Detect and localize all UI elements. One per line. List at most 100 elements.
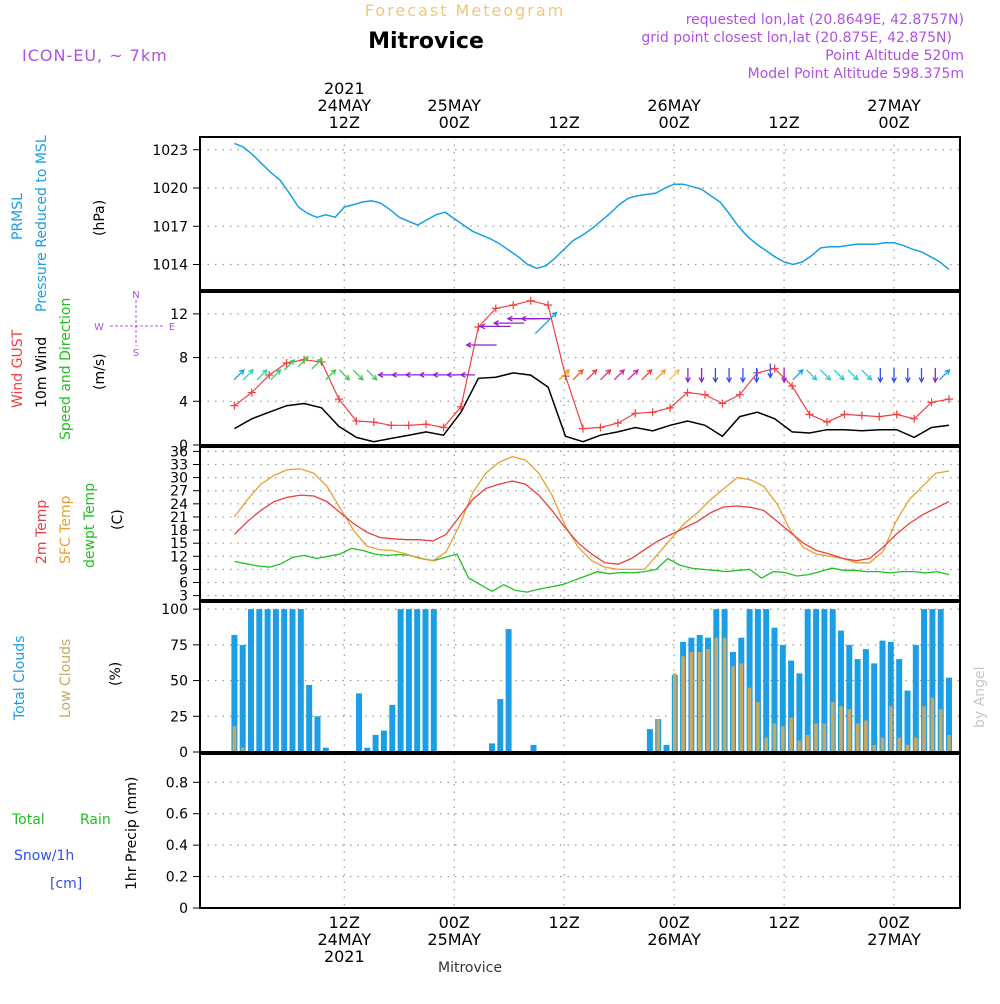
total-cloud-bar — [754, 609, 761, 752]
low-cloud-bar — [814, 723, 818, 752]
low-cloud-bar — [731, 666, 735, 752]
prmsl-line — [234, 142, 950, 271]
wind-direction-arrow — [445, 371, 462, 378]
y-tick-label: 1017 — [152, 219, 188, 235]
wind-direction-arrow — [297, 355, 309, 368]
total-cloud-bar — [779, 644, 786, 752]
wind-direction-arrow — [726, 367, 733, 384]
hpa-unit-label: (hPa) — [92, 200, 108, 236]
total-cloud-bar — [887, 642, 894, 752]
wind-direction-arrow — [283, 359, 296, 371]
panel-frame — [199, 446, 961, 601]
total-cloud-bar — [771, 627, 778, 752]
gust-marker — [892, 410, 901, 419]
low-cloud-bar — [897, 737, 901, 752]
gust-marker — [945, 395, 954, 404]
wind-direction-arrow — [270, 368, 282, 381]
total-rain-label-total: Total — [11, 812, 45, 828]
panel-precip: 0 0.2 0.4 0.6 0.8 — [166, 753, 961, 917]
total-cloud-bar — [788, 660, 795, 752]
total-cloud-bar — [929, 609, 936, 752]
gust-marker — [613, 419, 622, 428]
low-cloud-bar — [656, 719, 660, 752]
wind-direction-arrow — [418, 371, 434, 378]
y-tick-label: 75 — [170, 638, 188, 654]
total-cloud-bar — [231, 634, 238, 752]
gust-marker — [683, 388, 692, 397]
gust-marker — [788, 381, 797, 390]
wind-direction-arrow — [904, 367, 911, 384]
total-cloud-bar — [497, 699, 504, 752]
time-label-bottom: 00Z — [878, 913, 909, 932]
low-cloud-bar — [864, 720, 868, 752]
gust-marker — [282, 359, 291, 368]
precip-unit-label: 1hr Precip (mm) — [124, 777, 140, 890]
gust-marker — [526, 296, 535, 305]
gust-marker — [805, 410, 814, 419]
model-altitude: Model Point Altitude 598.375m — [748, 66, 964, 82]
total-cloud-bar — [946, 677, 952, 752]
low-cloud-bar — [781, 726, 785, 752]
snow-label: Snow/1h — [14, 848, 74, 864]
wind-direction-arrow — [600, 368, 612, 381]
gust-marker — [439, 423, 448, 432]
y-tick-label: 50 — [170, 674, 188, 690]
wind-direction-arrow — [465, 342, 497, 348]
y-tick-label: 24 — [170, 497, 188, 513]
y-tick-label: 0.2 — [166, 870, 188, 886]
y-tick-label: 12 — [170, 307, 188, 323]
gust-marker — [857, 411, 866, 420]
time-label-top: 00Z — [439, 113, 470, 132]
panel-frame — [199, 291, 961, 446]
y-tick-label: 1020 — [152, 181, 188, 197]
gust-marker — [265, 371, 274, 380]
gust-marker — [352, 416, 361, 425]
dewpt-temp-line — [234, 547, 950, 593]
wind-direction-arrow — [558, 368, 571, 381]
low-cloud-bar — [889, 706, 893, 752]
total-cloud-bar — [746, 609, 753, 752]
low-cloud-bar — [789, 717, 793, 752]
y-tick-label: 6 — [179, 576, 188, 592]
wind-direction-arrow — [242, 368, 255, 381]
wind-direction-arrow — [712, 367, 719, 384]
low-cloud-bar — [805, 734, 810, 752]
low-cloud-bar — [847, 709, 852, 752]
low-cloud-bar — [922, 706, 926, 752]
footer-location: Mitrovice — [438, 960, 502, 976]
total-cloud-bar — [239, 644, 246, 752]
model-label: ICON-EU, ~ 7km — [22, 46, 168, 65]
y-tick-label: 21 — [170, 510, 188, 526]
total-cloud-bar — [879, 640, 886, 752]
time-label-bottom: 12Z — [768, 913, 799, 932]
y-tick-label: 4 — [179, 394, 188, 410]
y-tick-label: 1014 — [152, 258, 188, 274]
prmsl-label: PRMSL — [10, 193, 26, 240]
time-label-top: 12Z — [549, 113, 580, 132]
plot-area: 1014101710201023048123691215182124273033… — [152, 136, 961, 917]
time-label-top: 26MAY — [647, 96, 701, 115]
total-cloud-bar — [356, 693, 362, 752]
total-cloud-bar — [306, 684, 313, 752]
total-cloud-bar — [829, 609, 836, 752]
total-cloud-bar — [813, 609, 820, 752]
total-cloud-bar — [389, 704, 396, 752]
total-cloud-bar — [314, 716, 321, 752]
total-cloud-bar — [846, 644, 853, 752]
total-cloud-bar — [248, 609, 254, 752]
wind-speed-line — [234, 372, 950, 443]
celsius-unit-label: (C) — [110, 509, 126, 530]
gust-marker — [753, 368, 762, 377]
low-cloud-bar — [880, 737, 885, 752]
total-cloud-bar — [405, 609, 412, 752]
compass-e: E — [169, 322, 175, 333]
time-label-bottom: 00Z — [439, 913, 470, 932]
total-cloud-bar — [489, 743, 495, 752]
dewpt-temp-label: dewpt Temp — [82, 483, 98, 568]
low-cloud-bar — [756, 702, 760, 752]
y-tick-label: 0.4 — [166, 838, 188, 854]
wind-direction-arrow — [847, 369, 859, 381]
pressure-msl-label: Pressure Reduced to MSL — [34, 135, 50, 312]
total-cloud-bar — [430, 609, 437, 752]
